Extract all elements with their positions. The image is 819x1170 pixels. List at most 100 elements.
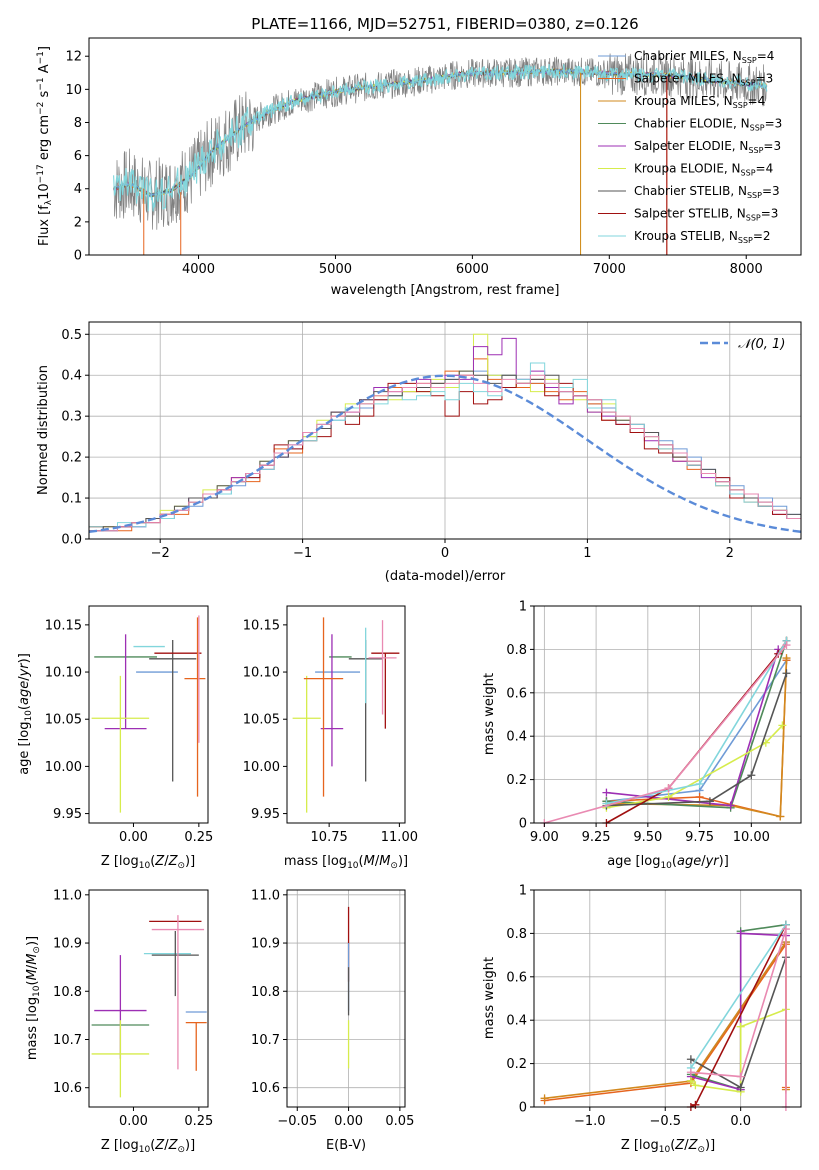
x-tick-label: −1 (293, 546, 312, 561)
x-tick-label: 0.25 (184, 830, 213, 845)
mass-vs-ebv-grid (287, 890, 405, 1107)
x-tick-label: 0.25 (184, 1114, 213, 1129)
mass-vs-z-ylabel: mass [log10(M/M⊙)] (25, 936, 42, 1060)
x-tick-label: 4000 (182, 262, 215, 277)
histogram-panel: −2 −1 0 1 2 0.0 0.1 0.2 0.3 0.4 0.5 𝒩(0, 1) (data-… (36, 321, 802, 584)
weight-marker (781, 925, 790, 934)
weight-vs-z-panel: −1.0 −0.5 0.0 0 0.2 0.4 0.6 0.8 1 Z [log10(Z/Z⊙)… (482, 884, 802, 1155)
weight-vs-z-frame (533, 889, 802, 1108)
spectrum-panel: 4000 5000 6000 7000 8000 0 2 4 6 8 10 12 Chabrier M… (36, 37, 802, 298)
y-tick-label: 0.5 (61, 328, 82, 343)
histogram-marks (89, 333, 801, 539)
y-tick-label: 1 (519, 884, 527, 899)
weight-marker (695, 792, 704, 801)
y-tick-label: 10.05 (243, 713, 280, 728)
y-tick-label: 0.0 (61, 533, 82, 548)
normal-curve (89, 374, 801, 533)
x-tick-label: 6000 (456, 262, 489, 277)
weight-marker (686, 1068, 695, 1077)
y-tick-label: 10.10 (45, 666, 82, 681)
weight-marker (602, 788, 611, 797)
legend-label: Kroupa STELIB, NSSP=2 (634, 229, 771, 245)
legend-label: Salpeter MILES, NSSP=3 (634, 72, 773, 88)
x-tick-label: 0.00 (119, 830, 148, 845)
spectrum-ylabel: Flux [fλ10−17 erg cm−2 s−1 A−1] (36, 46, 54, 246)
weight-marker (664, 792, 673, 801)
y-tick-label: 0.4 (506, 730, 527, 745)
weight-marker (736, 1072, 745, 1081)
y-tick-label: 10.00 (243, 760, 280, 775)
weight-marker (705, 797, 714, 806)
legend-label: Salpeter STELIB, NSSP=3 (634, 207, 778, 223)
weight-vs-age-axes: 9.00 9.25 9.50 9.75 10.00 0 0.2 0.4 0.6 0.8 1 (506, 600, 770, 846)
age-vs-z-frame (88, 605, 209, 824)
weight-marker (736, 1022, 745, 1031)
weight-marker (664, 784, 673, 793)
weight-vs-age-xlabel: age [log10(age/yr)] (607, 854, 729, 871)
histogram-xlabel: (data-model)/error (385, 569, 506, 584)
weight-marker (782, 641, 791, 650)
x-tick-label: 9.75 (685, 830, 714, 845)
weight-marker (540, 1094, 549, 1103)
y-tick-label: 10.05 (45, 713, 82, 728)
weight-marker (778, 721, 787, 730)
y-tick-label: 2 (74, 215, 82, 230)
histogram-ylabel: Normed distribution (36, 365, 51, 495)
y-tick-label: 0.2 (506, 1057, 527, 1072)
spectrum-legend: Chabrier MILES, NSSP=4 Salpeter MILES, NS… (598, 49, 782, 245)
x-tick-label: 8000 (730, 262, 763, 277)
y-tick-label: 0.4 (61, 369, 82, 384)
x-tick-label: 10.00 (733, 830, 770, 845)
y-tick-label: 10.8 (251, 985, 280, 1000)
x-tick-label: 9.50 (633, 830, 662, 845)
weight-marker (686, 1055, 695, 1064)
age-vs-z-marks (91, 615, 206, 813)
weight-line (606, 724, 783, 809)
x-tick-label: 0.05 (385, 1114, 414, 1129)
x-tick-label: 9.00 (530, 830, 559, 845)
y-tick-label: 0.2 (506, 773, 527, 788)
y-tick-label: 0 (519, 1101, 527, 1116)
legend-label: Chabrier ELODIE, NSSP=3 (634, 117, 782, 133)
y-tick-label: 0.6 (506, 970, 527, 985)
y-tick-label: 1 (519, 600, 527, 615)
y-tick-label: 0.2 (61, 451, 82, 466)
legend-label: Kroupa MILES, NSSP=4 (634, 94, 765, 110)
x-tick-label: −0.5 (649, 1114, 681, 1129)
weight-marker (776, 812, 785, 821)
weight-vs-z-xlabel: Z [log10(Z/Z⊙)] (621, 1138, 715, 1155)
y-tick-label: 10 (65, 83, 82, 98)
weight-marker (686, 1076, 695, 1085)
histogram-legend: 𝒩(0, 1) (700, 337, 785, 352)
y-tick-label: 9.95 (53, 807, 82, 822)
weight-marker (736, 1083, 745, 1092)
spectrum-xlabel: wavelength [Angstrom, rest frame] (331, 283, 560, 298)
y-tick-label: 8 (74, 116, 82, 131)
y-tick-label: 12 (65, 50, 82, 65)
histogram-axes: −2 −1 0 1 2 0.0 0.1 0.2 0.3 0.4 0.5 (61, 328, 734, 561)
y-tick-label: 10.9 (53, 937, 82, 952)
y-tick-label: 0.8 (506, 927, 527, 942)
age-vs-z-xlabel: Z [log10(Z/Z⊙)] (101, 854, 195, 871)
weight-marker (736, 929, 745, 938)
legend-label: Salpeter ELODIE, NSSP=3 (634, 139, 781, 155)
y-tick-label: 11.0 (53, 888, 82, 903)
y-tick-label: 10.15 (45, 618, 82, 633)
age-vs-mass-axes: 10.75 11.00 9.95 10.00 10.05 10.10 10.15 (243, 618, 418, 845)
y-tick-label: 10.00 (45, 760, 82, 775)
x-tick-label: −1.0 (574, 1114, 606, 1129)
weight-line (690, 924, 787, 1069)
legend-label: Chabrier STELIB, NSSP=3 (634, 184, 780, 200)
weight-marker (695, 779, 704, 788)
age-vs-mass-marks (292, 617, 400, 813)
y-tick-label: 10.8 (53, 985, 82, 1000)
x-tick-label: −2 (151, 546, 170, 561)
mass-vs-z-marks (91, 915, 207, 1098)
spectrum-axes: 4000 5000 6000 7000 8000 0 2 4 6 8 10 12 (65, 50, 762, 277)
weight-vs-z-ylabel: mass weight (482, 957, 497, 1039)
y-tick-label: 0.3 (61, 410, 82, 425)
legend-label: 𝒩(0, 1) (738, 337, 785, 352)
mass-vs-ebv-frame (286, 889, 406, 1108)
weight-vs-age-frame (533, 605, 802, 824)
